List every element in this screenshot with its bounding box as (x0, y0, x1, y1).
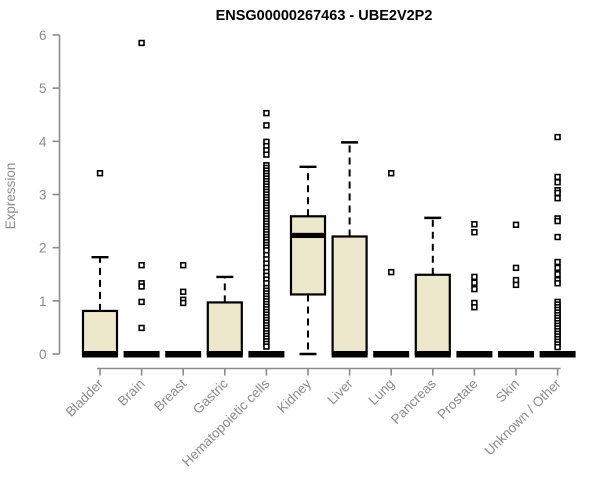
outlier-point (512, 221, 520, 228)
median-line (331, 351, 368, 358)
outlier-point (138, 283, 145, 290)
collapsed-box (248, 351, 285, 358)
outlier-point (96, 170, 104, 177)
x-tick-label: Lung (365, 376, 397, 408)
outlier-point (554, 271, 561, 278)
median-line (414, 351, 451, 358)
y-tick-label: 5 (39, 81, 47, 96)
outlier-point (554, 173, 561, 181)
box (331, 235, 368, 356)
outlier-point (554, 280, 561, 287)
outlier-point (138, 39, 145, 47)
x-tick-label: Unknown / Other (481, 376, 564, 459)
outlier-point (180, 262, 187, 269)
x-tick-label: Brain (115, 376, 148, 409)
x-tick-label: Pancreas (388, 376, 439, 427)
collapsed-box (498, 351, 534, 358)
outlier-point (387, 268, 395, 276)
y-tick-label: 2 (39, 241, 47, 256)
median-line (206, 351, 243, 358)
y-tick-label: 0 (39, 347, 47, 362)
y-tick-label: 4 (39, 134, 47, 149)
outlier-point (471, 304, 478, 311)
collapsed-box (373, 351, 410, 358)
outlier-point (554, 217, 561, 225)
outlier-point (554, 258, 561, 266)
outlier-point (471, 229, 478, 236)
outlier-point (471, 221, 478, 228)
outlier-point (471, 285, 478, 293)
outlier-point (471, 279, 478, 286)
outlier-point (554, 179, 561, 186)
outlier-point (138, 298, 145, 306)
outlier-point (554, 343, 561, 351)
y-axis-label: Expression (3, 163, 18, 230)
y-tick-label: 3 (39, 187, 47, 202)
box (81, 309, 119, 356)
x-tick-label: Bladder (63, 376, 107, 420)
median-line (291, 232, 325, 239)
box (414, 273, 451, 356)
outlier-point (180, 288, 187, 295)
outlier-point (263, 151, 270, 158)
x-tick-label: Gastric (190, 376, 231, 417)
box (206, 301, 243, 356)
collapsed-box (456, 351, 493, 358)
x-tick-label: Breast (151, 376, 189, 414)
collapsed-box (123, 351, 160, 358)
chart-title: ENSG00000267463 - UBE2V2P2 (216, 8, 433, 24)
y-tick-label: 1 (39, 294, 47, 309)
collapsed-box (539, 351, 576, 358)
outlier-point (554, 233, 561, 241)
outlier-point (387, 170, 395, 177)
outlier-point (263, 109, 270, 117)
outlier-point (554, 195, 561, 202)
collapsed-box (165, 351, 202, 358)
outlier-point (512, 281, 520, 289)
y-tick-label: 6 (39, 28, 47, 43)
outlier-point (263, 122, 270, 129)
median-line (82, 351, 118, 358)
x-tick-label: Prostate (434, 376, 480, 422)
outlier-point (138, 262, 145, 269)
x-tick-label: Liver (324, 376, 356, 408)
outlier-point (554, 133, 561, 141)
outlier-point (554, 189, 561, 197)
outlier-point (180, 299, 187, 307)
x-tick-label: Skin (493, 376, 522, 405)
outlier-point (554, 264, 561, 272)
box (289, 215, 327, 296)
outlier-point (471, 273, 478, 281)
outlier-point (138, 324, 145, 332)
x-tick-label: Kidney (274, 376, 314, 416)
outlier-point (512, 264, 520, 272)
outlier-point (263, 343, 270, 350)
